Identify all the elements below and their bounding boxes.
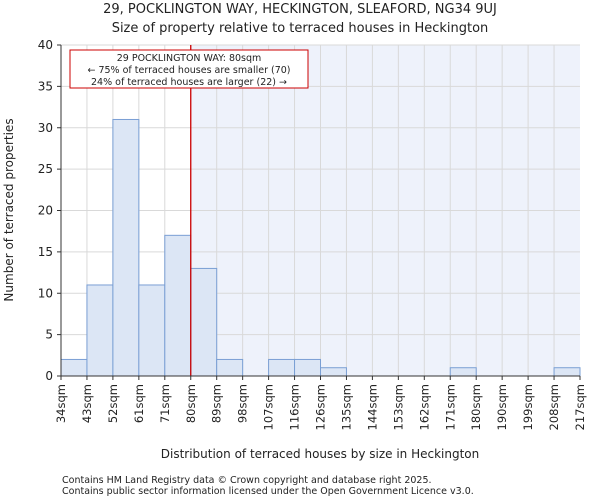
x-tick-label-116sqm: 116sqm bbox=[288, 384, 302, 430]
bar-61sqm bbox=[138, 284, 166, 377]
x-tick-label-80sqm: 80sqm bbox=[184, 384, 198, 423]
bar-71sqm bbox=[164, 234, 192, 377]
y-tick-label-25: 25 bbox=[38, 162, 53, 176]
annotation-line-3: 24% of terraced houses are larger (22) → bbox=[91, 77, 287, 88]
annotation-line-1: 29 POCKLINGTON WAY: 80sqm bbox=[117, 53, 262, 64]
bar-52sqm bbox=[112, 118, 140, 377]
x-tick-label-162sqm: 162sqm bbox=[417, 384, 431, 430]
y-axis-label: Number of terraced properties bbox=[2, 118, 16, 301]
y-tick-label-35: 35 bbox=[38, 79, 53, 93]
bar-208sqm bbox=[553, 367, 581, 377]
x-tick-label-61sqm: 61sqm bbox=[132, 384, 146, 423]
bar-116sqm bbox=[294, 358, 321, 377]
bar-80sqm bbox=[190, 267, 218, 377]
x-tick-label-34sqm: 34sqm bbox=[54, 384, 68, 423]
x-tick-label-71sqm: 71sqm bbox=[158, 384, 172, 423]
y-tick-label-0: 0 bbox=[45, 369, 53, 383]
x-tick-label-190sqm: 190sqm bbox=[495, 384, 509, 430]
x-tick-label-43sqm: 43sqm bbox=[80, 384, 94, 423]
bar-107sqm bbox=[268, 358, 296, 377]
x-tick-label-135sqm: 135sqm bbox=[339, 384, 353, 430]
bar-171sqm bbox=[449, 367, 477, 377]
x-tick-label-144sqm: 144sqm bbox=[365, 384, 379, 430]
annotation-box: 29 POCKLINGTON WAY: 80sqm ← 75% of terra… bbox=[69, 49, 309, 89]
x-tick-label-153sqm: 153sqm bbox=[391, 384, 405, 430]
y-tick-labels: 0 5 10 15 20 25 30 35 40 bbox=[38, 38, 61, 383]
chart-title: 29, POCKLINGTON WAY, HECKINGTON, SLEAFOR… bbox=[103, 2, 497, 17]
chart-subtitle: Size of property relative to terraced ho… bbox=[112, 21, 489, 36]
x-tick-label-89sqm: 89sqm bbox=[210, 384, 224, 423]
bars bbox=[60, 118, 581, 377]
y-tick-label-10: 10 bbox=[38, 286, 53, 300]
y-tick-label-40: 40 bbox=[38, 38, 53, 52]
x-tick-label-199sqm: 199sqm bbox=[521, 384, 535, 430]
x-tick-label-107sqm: 107sqm bbox=[262, 384, 276, 430]
y-tick-label-30: 30 bbox=[38, 121, 53, 135]
x-tick-label-171sqm: 171sqm bbox=[443, 384, 457, 430]
x-tick-label-126sqm: 126sqm bbox=[314, 384, 328, 430]
x-tick-labels: 34sqm 43sqm 52sqm 61sqm 71sqm 80sqm 89sqm 98sqm… bbox=[54, 376, 587, 430]
y-tick-label-20: 20 bbox=[38, 204, 53, 218]
x-tick-label-217sqm: 217sqm bbox=[573, 384, 587, 430]
x-tick-label-208sqm: 208sqm bbox=[547, 384, 561, 430]
footer-line-1: Contains HM Land Registry data © Crown c… bbox=[62, 475, 432, 486]
y-tick-label-15: 15 bbox=[38, 245, 53, 259]
x-tick-label-98sqm: 98sqm bbox=[236, 384, 250, 423]
x-axis-label: Distribution of terraced houses by size … bbox=[161, 447, 480, 461]
x-tick-label-180sqm: 180sqm bbox=[469, 384, 483, 430]
footer-line-2: Contains public sector information licen… bbox=[62, 486, 474, 497]
x-tick-label-52sqm: 52sqm bbox=[106, 384, 120, 423]
annotation-line-2: ← 75% of terraced houses are smaller (70… bbox=[87, 65, 290, 76]
y-tick-label-5: 5 bbox=[45, 328, 53, 342]
bar-89sqm bbox=[216, 358, 244, 377]
bar-34sqm bbox=[60, 358, 88, 377]
annotation-rect bbox=[69, 49, 309, 89]
bar-43sqm bbox=[86, 284, 114, 377]
bar-126sqm bbox=[320, 367, 347, 377]
